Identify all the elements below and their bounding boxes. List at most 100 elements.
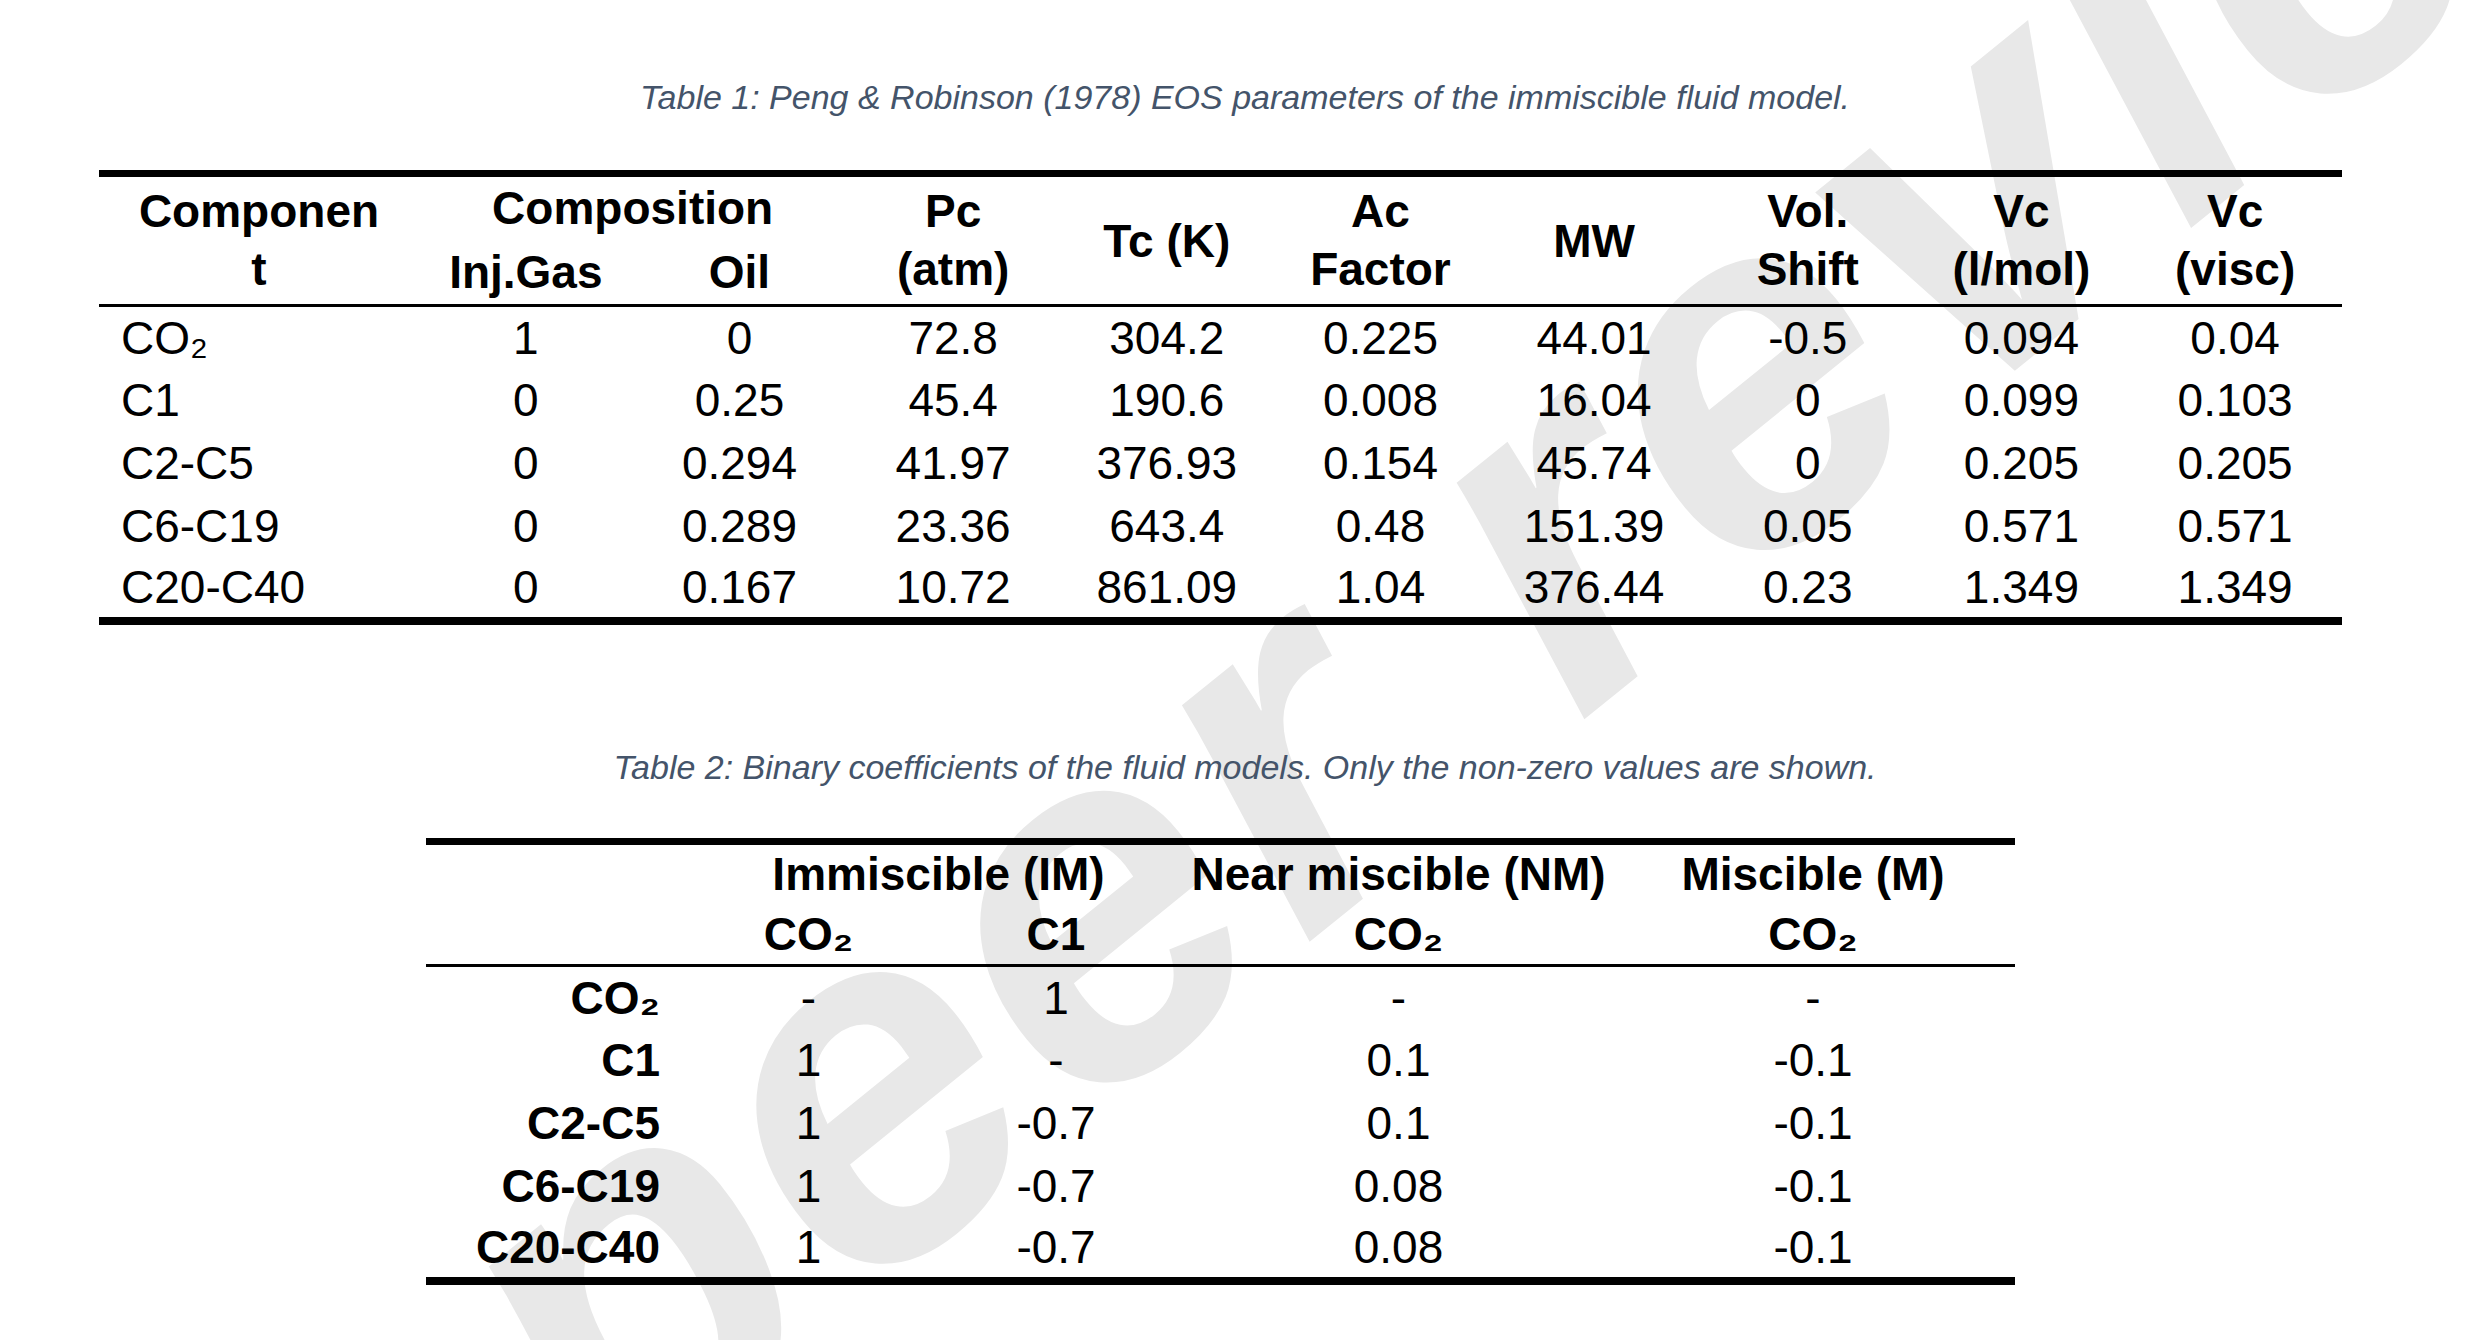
table-cell: 0 <box>1701 369 1915 432</box>
table-cell: 0.25 <box>633 369 847 432</box>
table-cell: -0.1 <box>1611 1029 2015 1092</box>
table-cell: 45.4 <box>846 369 1060 432</box>
table-cell: 0.48 <box>1274 495 1488 558</box>
component-label: CO₂ <box>99 306 419 369</box>
table-cell: 23.36 <box>846 495 1060 558</box>
table-row: C2-C5 0 0.294 41.97 376.93 0.154 45.74 0… <box>99 432 2342 495</box>
table2-caption: Table 2: Binary coefficients of the flui… <box>0 748 2490 787</box>
component-label: C6-C19 <box>99 495 419 558</box>
table-row: CO₂ 1 0 72.8 304.2 0.225 44.01 -0.5 0.09… <box>99 306 2342 369</box>
table-cell: 0.08 <box>1186 1218 1611 1281</box>
component-label: C2-C5 <box>99 432 419 495</box>
table-cell: 0.1 <box>1186 1092 1611 1155</box>
table-cell: 0.08 <box>1186 1155 1611 1218</box>
col-header-composition: Composition <box>419 174 846 240</box>
table-cell: 0.205 <box>2128 432 2342 495</box>
table-cell: 0.571 <box>2128 495 2342 558</box>
table-cell: 0.167 <box>633 558 847 621</box>
table1-header-row-1: Componen t Composition Pc (atm) Tc (K) A… <box>99 174 2342 240</box>
table-cell: 0 <box>633 306 847 369</box>
table-cell: 45.74 <box>1487 432 1701 495</box>
table-row: C20-C40 1 -0.7 0.08 -0.1 <box>426 1218 2015 1281</box>
table-row: C2-C5 1 -0.7 0.1 -0.1 <box>426 1092 2015 1155</box>
table2-header-row-1: Immiscible (IM) Near miscible (NM) Misci… <box>426 842 2015 904</box>
table-cell: - <box>691 966 926 1029</box>
table-cell: -0.7 <box>926 1155 1186 1218</box>
table1-body: CO₂ 1 0 72.8 304.2 0.225 44.01 -0.5 0.09… <box>99 306 2342 621</box>
col-header-im-c1: C1 <box>926 904 1186 966</box>
table-cell: 0.205 <box>1915 432 2129 495</box>
component-label: C6-C19 <box>426 1155 691 1218</box>
table-cell: 0.094 <box>1915 306 2129 369</box>
table1-eos-parameters: Componen t Composition Pc (atm) Tc (K) A… <box>99 170 2342 625</box>
table2-body: CO₂ - 1 - - C1 1 - 0.1 -0.1 C2-C5 1 -0.7… <box>426 966 2015 1281</box>
table-cell: 1.04 <box>1274 558 1488 621</box>
table2-header: Immiscible (IM) Near miscible (NM) Misci… <box>426 842 2015 966</box>
col-header-ac-factor: Ac Factor <box>1274 174 1488 306</box>
table-cell: 0.05 <box>1701 495 1915 558</box>
component-label: C20-C40 <box>426 1218 691 1281</box>
col-header-oil: Oil <box>633 240 847 306</box>
col-header-miscible: Miscible (M) <box>1611 842 2015 904</box>
table-cell: 0 <box>1701 432 1915 495</box>
table-cell: 0 <box>419 369 633 432</box>
table-cell: 0.571 <box>1915 495 2129 558</box>
table-cell: 1 <box>691 1218 926 1281</box>
table-cell: 1 <box>691 1092 926 1155</box>
col-header-component: Componen t <box>99 174 419 306</box>
table-cell: 1 <box>691 1155 926 1218</box>
component-label: C1 <box>426 1029 691 1092</box>
table-cell: 0.154 <box>1274 432 1488 495</box>
table-cell: 190.6 <box>1060 369 1274 432</box>
component-label: C2-C5 <box>426 1092 691 1155</box>
table-cell: 0 <box>419 558 633 621</box>
table-cell: 0.04 <box>2128 306 2342 369</box>
table-cell: -0.1 <box>1611 1092 2015 1155</box>
table-cell: 0 <box>419 432 633 495</box>
table-cell: 0 <box>419 495 633 558</box>
col-header-mw: MW <box>1487 174 1701 306</box>
table-cell: -0.1 <box>1611 1218 2015 1281</box>
table-cell: - <box>926 1029 1186 1092</box>
table-cell: 10.72 <box>846 558 1060 621</box>
corner-cell <box>426 842 691 966</box>
table-row: C1 1 - 0.1 -0.1 <box>426 1029 2015 1092</box>
table-cell: 41.97 <box>846 432 1060 495</box>
table-cell: - <box>1186 966 1611 1029</box>
table-cell: 0.289 <box>633 495 847 558</box>
table-cell: 643.4 <box>1060 495 1274 558</box>
table-cell: 1 <box>926 966 1186 1029</box>
col-header-near-miscible: Near miscible (NM) <box>1186 842 1611 904</box>
table-cell: 0.1 <box>1186 1029 1611 1092</box>
table-cell: -0.5 <box>1701 306 1915 369</box>
col-header-vc-lmol: Vc (l/mol) <box>1915 174 2129 306</box>
table-cell: 1 <box>419 306 633 369</box>
component-label: C1 <box>99 369 419 432</box>
table-cell: 16.04 <box>1487 369 1701 432</box>
table-cell: 0.294 <box>633 432 847 495</box>
col-header-im-co2: CO₂ <box>691 904 926 966</box>
table-cell: 72.8 <box>846 306 1060 369</box>
col-header-pc-atm: Pc (atm) <box>846 174 1060 306</box>
col-header-vol-shift: Vol. Shift <box>1701 174 1915 306</box>
table-cell: 1 <box>691 1029 926 1092</box>
component-label: C20-C40 <box>99 558 419 621</box>
table-row: C6-C19 0 0.289 23.36 643.4 0.48 151.39 0… <box>99 495 2342 558</box>
col-header-nm-co2: CO₂ <box>1186 904 1611 966</box>
table-cell: - <box>1611 966 2015 1029</box>
table2-binary-coefficients: Immiscible (IM) Near miscible (NM) Misci… <box>426 838 2015 1285</box>
table-cell: 376.44 <box>1487 558 1701 621</box>
col-header-inj-gas: Inj.Gas <box>419 240 633 306</box>
table-cell: 0.099 <box>1915 369 2129 432</box>
table-cell: -0.1 <box>1611 1155 2015 1218</box>
col-header-m-co2: CO₂ <box>1611 904 2015 966</box>
table-row: C6-C19 1 -0.7 0.08 -0.1 <box>426 1155 2015 1218</box>
col-header-tc-k: Tc (K) <box>1060 174 1274 306</box>
table-cell: -0.7 <box>926 1218 1186 1281</box>
table1-caption: Table 1: Peng & Robinson (1978) EOS para… <box>0 78 2490 117</box>
table-cell: 0.103 <box>2128 369 2342 432</box>
table-row: C1 0 0.25 45.4 190.6 0.008 16.04 0 0.099… <box>99 369 2342 432</box>
table-cell: 376.93 <box>1060 432 1274 495</box>
table-cell: 151.39 <box>1487 495 1701 558</box>
table-cell: 304.2 <box>1060 306 1274 369</box>
